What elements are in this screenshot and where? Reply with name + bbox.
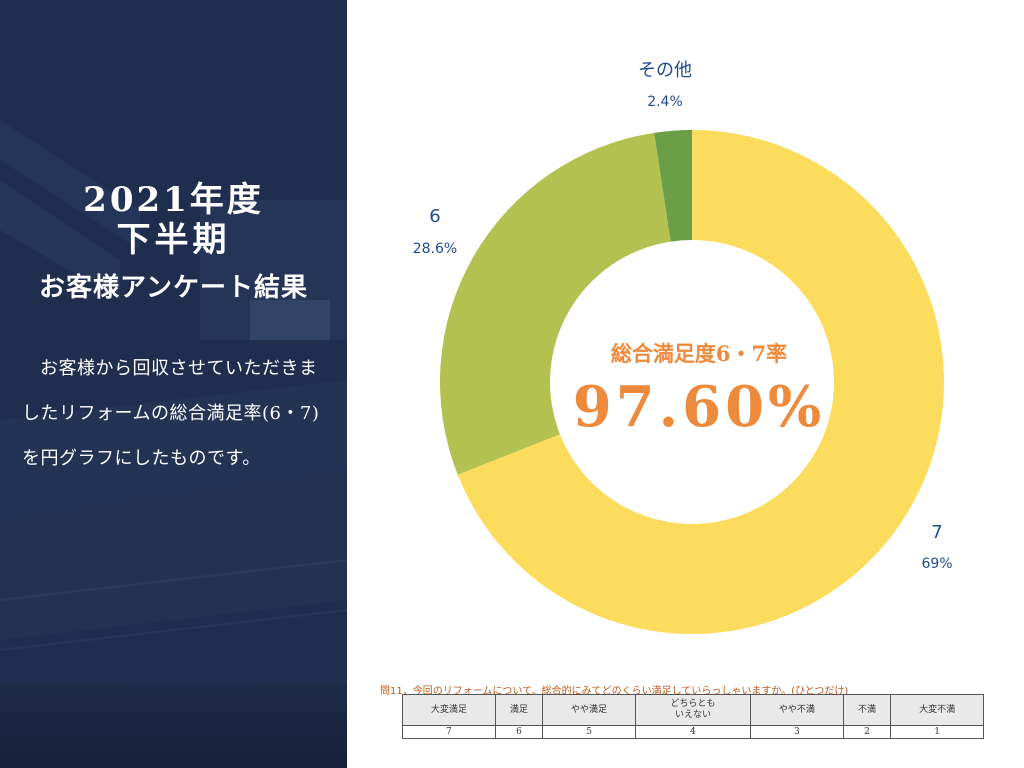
- slice-0: [457, 130, 945, 635]
- scale-header-cell: 不満: [842, 694, 892, 726]
- title-survey: お客様アンケート結果: [39, 273, 308, 303]
- bottom-band: [0, 685, 347, 768]
- scale-value-cell: 2: [842, 725, 892, 739]
- question-text: 問11．今回のリフォームについて、総合的にみてどのくらい満足していらっしゃいます…: [380, 686, 849, 697]
- scale-value-cell: 5: [542, 725, 636, 739]
- slice-value-7: 69%: [921, 556, 952, 572]
- title-half: 下半期: [116, 220, 231, 260]
- slice-value-6: 28.6%: [413, 241, 457, 257]
- scale-value-cell: 4: [634, 725, 752, 739]
- background-photo: [0, 0, 347, 768]
- slice-value-other: 2.4%: [647, 94, 683, 110]
- slices-group: [439, 130, 945, 635]
- slice-label-7: 7: [931, 522, 942, 543]
- description-text: お客様から回収させていただきましたリフォームの総合満足率(6・7)を円グラフにし…: [22, 358, 320, 469]
- scale-header-cell: 大変不満: [890, 694, 984, 726]
- scale-header-cell: やや満足: [542, 694, 636, 726]
- scale-value-cell: 1: [890, 725, 984, 739]
- left-panel: 2021年度 下半期 お客様アンケート結果 お客様から回収させていただきましたリ…: [0, 0, 347, 768]
- scale-value-cell: 3: [750, 725, 844, 739]
- scale-header-cell: どちらとも いえない: [634, 694, 752, 726]
- center-title: 総合満足度6・7率: [611, 341, 787, 366]
- slice-1: [439, 132, 671, 475]
- scale-header-cell: 満足: [494, 694, 544, 726]
- scale-header-row: 大変満足 満足 やや満足 どちらとも いえない やや不満 不満 大変不満: [402, 694, 984, 726]
- slice-label-6: 6: [429, 206, 440, 227]
- scale-header-cell: 大変満足: [402, 694, 496, 726]
- scale-value-cell: 6: [494, 725, 544, 739]
- center-value: 97.60%: [573, 374, 826, 440]
- donut-chart: その他 2.4% 6 28.6% 7 69% 総合満足度6・7率 97.60%: [413, 60, 953, 635]
- slice-2: [654, 130, 692, 242]
- scale-header-cell: やや不満: [750, 694, 844, 726]
- scale-value-cell: 7: [402, 725, 496, 739]
- slice-label-other: その他: [638, 60, 692, 81]
- title-year: 2021年度: [83, 180, 264, 220]
